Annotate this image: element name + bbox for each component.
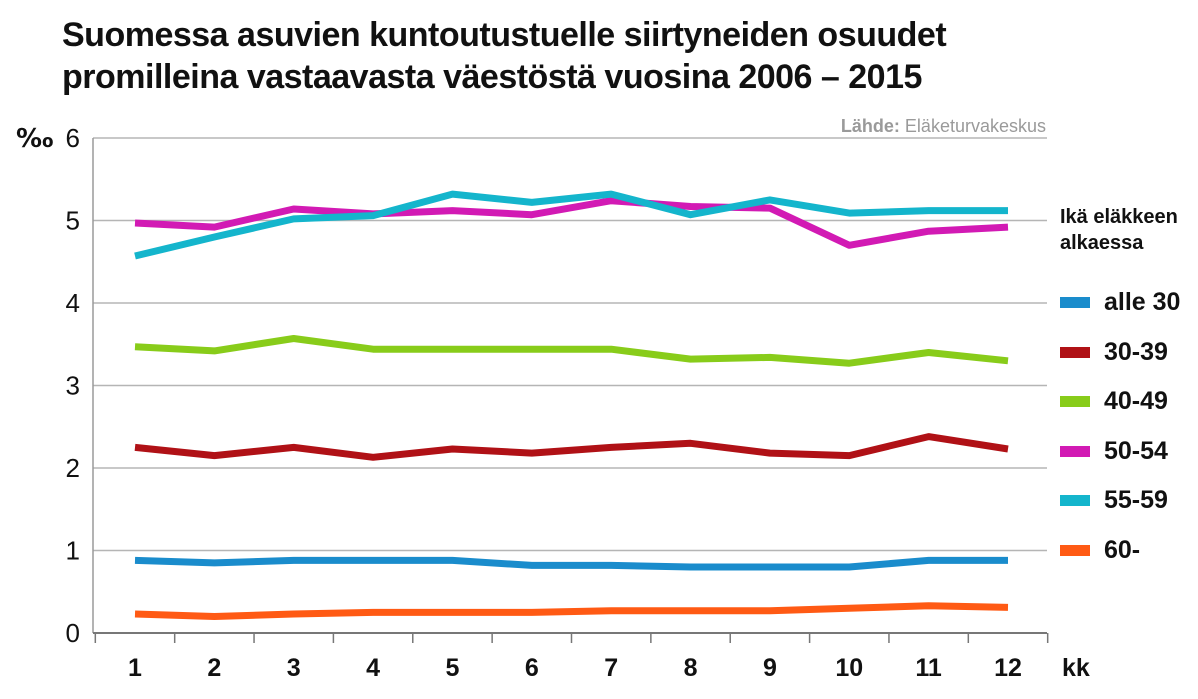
legend-label: 50-54 [1104, 436, 1168, 465]
legend-item: 60- [1060, 526, 1180, 576]
legend-items: alle 30 30-39 40-49 50-54 55-59 60- [1060, 278, 1180, 575]
y-tick-label: 1 [66, 536, 80, 566]
x-tick-label: 12 [994, 654, 1022, 682]
x-axis-label: kk [1062, 654, 1090, 682]
chart-title-line2: promilleina vastaavasta väestöstä vuosin… [62, 58, 922, 96]
source-label: Lähde: [840, 116, 900, 136]
legend-swatch [1060, 346, 1090, 358]
x-tick-label: 11 [915, 654, 942, 682]
legend-swatch [1060, 495, 1090, 507]
source-value: Eläketurvakeskus [904, 116, 1046, 136]
y-tick-label: 5 [66, 206, 80, 236]
x-tick-label: 6 [525, 654, 539, 682]
y-tick-label: 0 [66, 618, 80, 648]
legend-title-line1: Ikä eläkkeen [1060, 206, 1178, 228]
x-tick-label: 5 [446, 654, 460, 682]
chart-title-line1: Suomessa asuvien kuntoutustuelle siirtyn… [62, 16, 947, 54]
legend-item: 55-59 [1060, 476, 1180, 526]
source-note: Lähde: Eläketurvakeskus [841, 116, 1046, 137]
series-line-30-39 [134, 433, 1009, 461]
y-tick-label: 3 [66, 371, 80, 401]
legend-swatch [1060, 544, 1090, 556]
y-tick-label: 6 [66, 123, 80, 153]
x-tick-label: 9 [763, 654, 777, 682]
series-line-60 [134, 602, 1009, 620]
series-line-40-49 [134, 335, 1009, 367]
legend-label: 40-49 [1104, 387, 1168, 416]
legend-swatch [1060, 445, 1090, 457]
chart-title: Suomessa asuvien kuntoutustuelle siirtyn… [62, 14, 947, 98]
x-tick-label: 1 [128, 654, 142, 682]
legend-label: 55-59 [1104, 486, 1168, 515]
legend-item: 40-49 [1060, 377, 1180, 427]
y-axis-label: ‰ [16, 124, 53, 154]
legend-label: alle 30 [1104, 288, 1181, 317]
x-tick-label: 3 [287, 654, 301, 682]
x-tick-label: 10 [835, 654, 863, 682]
legend-item: 30-39 [1060, 328, 1180, 378]
series-line-55-59 [134, 190, 1008, 260]
legend-title-line2: alkaessa [1060, 232, 1144, 254]
x-tick-label: 8 [684, 654, 698, 682]
legend-swatch [1060, 396, 1090, 408]
legend-title: Ikä eläkkeen alkaessa [1060, 204, 1180, 256]
x-tick-label: 7 [604, 654, 618, 682]
x-tick-label: 4 [366, 654, 380, 682]
legend-item: 50-54 [1060, 427, 1180, 477]
legend-swatch [1060, 297, 1090, 309]
series-line-alle-30 [134, 556, 1008, 571]
y-tick-label: 4 [66, 288, 80, 318]
legend-label: 30-39 [1104, 337, 1168, 366]
legend-item: alle 30 [1060, 278, 1180, 328]
legend: Ikä eläkkeen alkaessa alle 30 30-39 40-49 5… [1060, 204, 1180, 575]
x-tick-label: 2 [207, 654, 221, 682]
series-line-50-54 [134, 197, 1009, 249]
y-tick-label: 2 [66, 453, 80, 483]
legend-label: 60- [1104, 535, 1141, 564]
